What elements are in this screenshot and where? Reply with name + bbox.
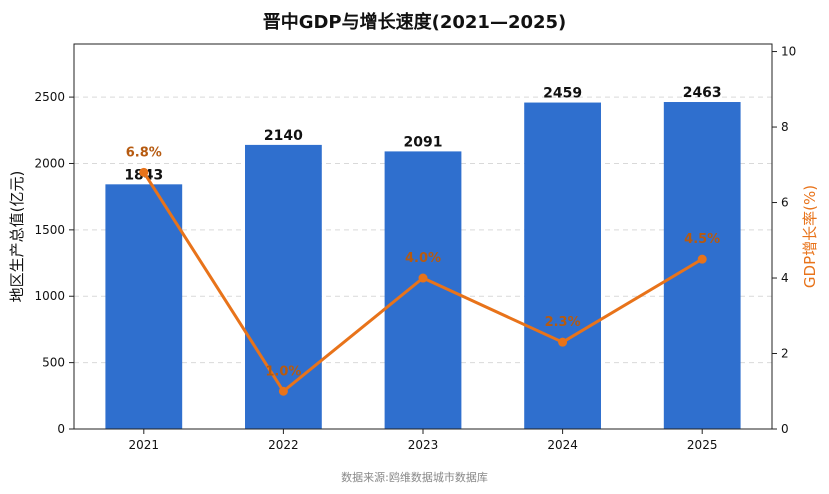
x-tick-label: 2024 [547, 438, 578, 452]
x-tick-label: 2023 [408, 438, 439, 452]
x-tick-label: 2022 [268, 438, 299, 452]
bar-2024 [524, 102, 601, 429]
y2-tick-label: 4 [781, 271, 789, 285]
y-tick-label: 1000 [34, 289, 65, 303]
y-tick-label: 2500 [34, 90, 65, 104]
bar-2022 [245, 144, 322, 429]
y-axis-label: 地区生产总值(亿元) [8, 171, 26, 303]
growth-point-2024 [558, 337, 568, 347]
y-tick-label: 2000 [34, 156, 65, 170]
growth-point-2022 [278, 386, 288, 396]
growth-point-2025 [697, 254, 707, 264]
bar-label-2022: 2140 [264, 128, 303, 144]
y2-tick-label: 6 [781, 196, 789, 210]
y2-tick-label: 0 [781, 422, 789, 436]
growth-label-2021: 6.8% [126, 145, 162, 160]
bar-label-2025: 2463 [683, 85, 722, 101]
growth-point-2021 [139, 167, 149, 177]
y-tick-label: 500 [42, 356, 65, 370]
y2-tick-label: 8 [781, 120, 789, 134]
y2-tick-label: 10 [781, 45, 796, 59]
x-tick-label: 2025 [687, 438, 718, 452]
y2-tick-label: 2 [781, 347, 789, 361]
growth-label-2025: 4.5% [684, 232, 720, 247]
growth-point-2023 [418, 273, 428, 283]
growth-label-2023: 4.0% [405, 251, 441, 266]
bar-2025 [663, 102, 741, 430]
chart-title: 晋中GDP与增长速度(2021—2025) [262, 12, 567, 33]
axes: 0 500 1000 1500 2000 2500 0 2 4 6 8 10 2021 2022 2023 2… [34, 43, 796, 452]
growth-label-2024: 2.3% [545, 315, 581, 330]
growth-rate-series [139, 167, 707, 396]
bar-value-labels: 18432140209124592463 [124, 85, 721, 183]
y2-axis-label: GDP增长率(%) [801, 185, 819, 288]
bar-2021 [105, 184, 183, 429]
source-note: 数据来源:鸥维数据城市数据库 [341, 471, 488, 484]
growth-label-2022: 1.0% [265, 364, 301, 379]
x-tick-label: 2021 [129, 438, 160, 452]
y-tick-label: 1500 [34, 223, 65, 237]
bar-label-2023: 2091 [404, 134, 443, 150]
growth-rate-labels: 6.8% 1.0% 4.0% 2.3% 4.5% [126, 145, 720, 379]
bar-label-2024: 2459 [543, 86, 582, 102]
y-tick-label: 0 [57, 422, 65, 436]
